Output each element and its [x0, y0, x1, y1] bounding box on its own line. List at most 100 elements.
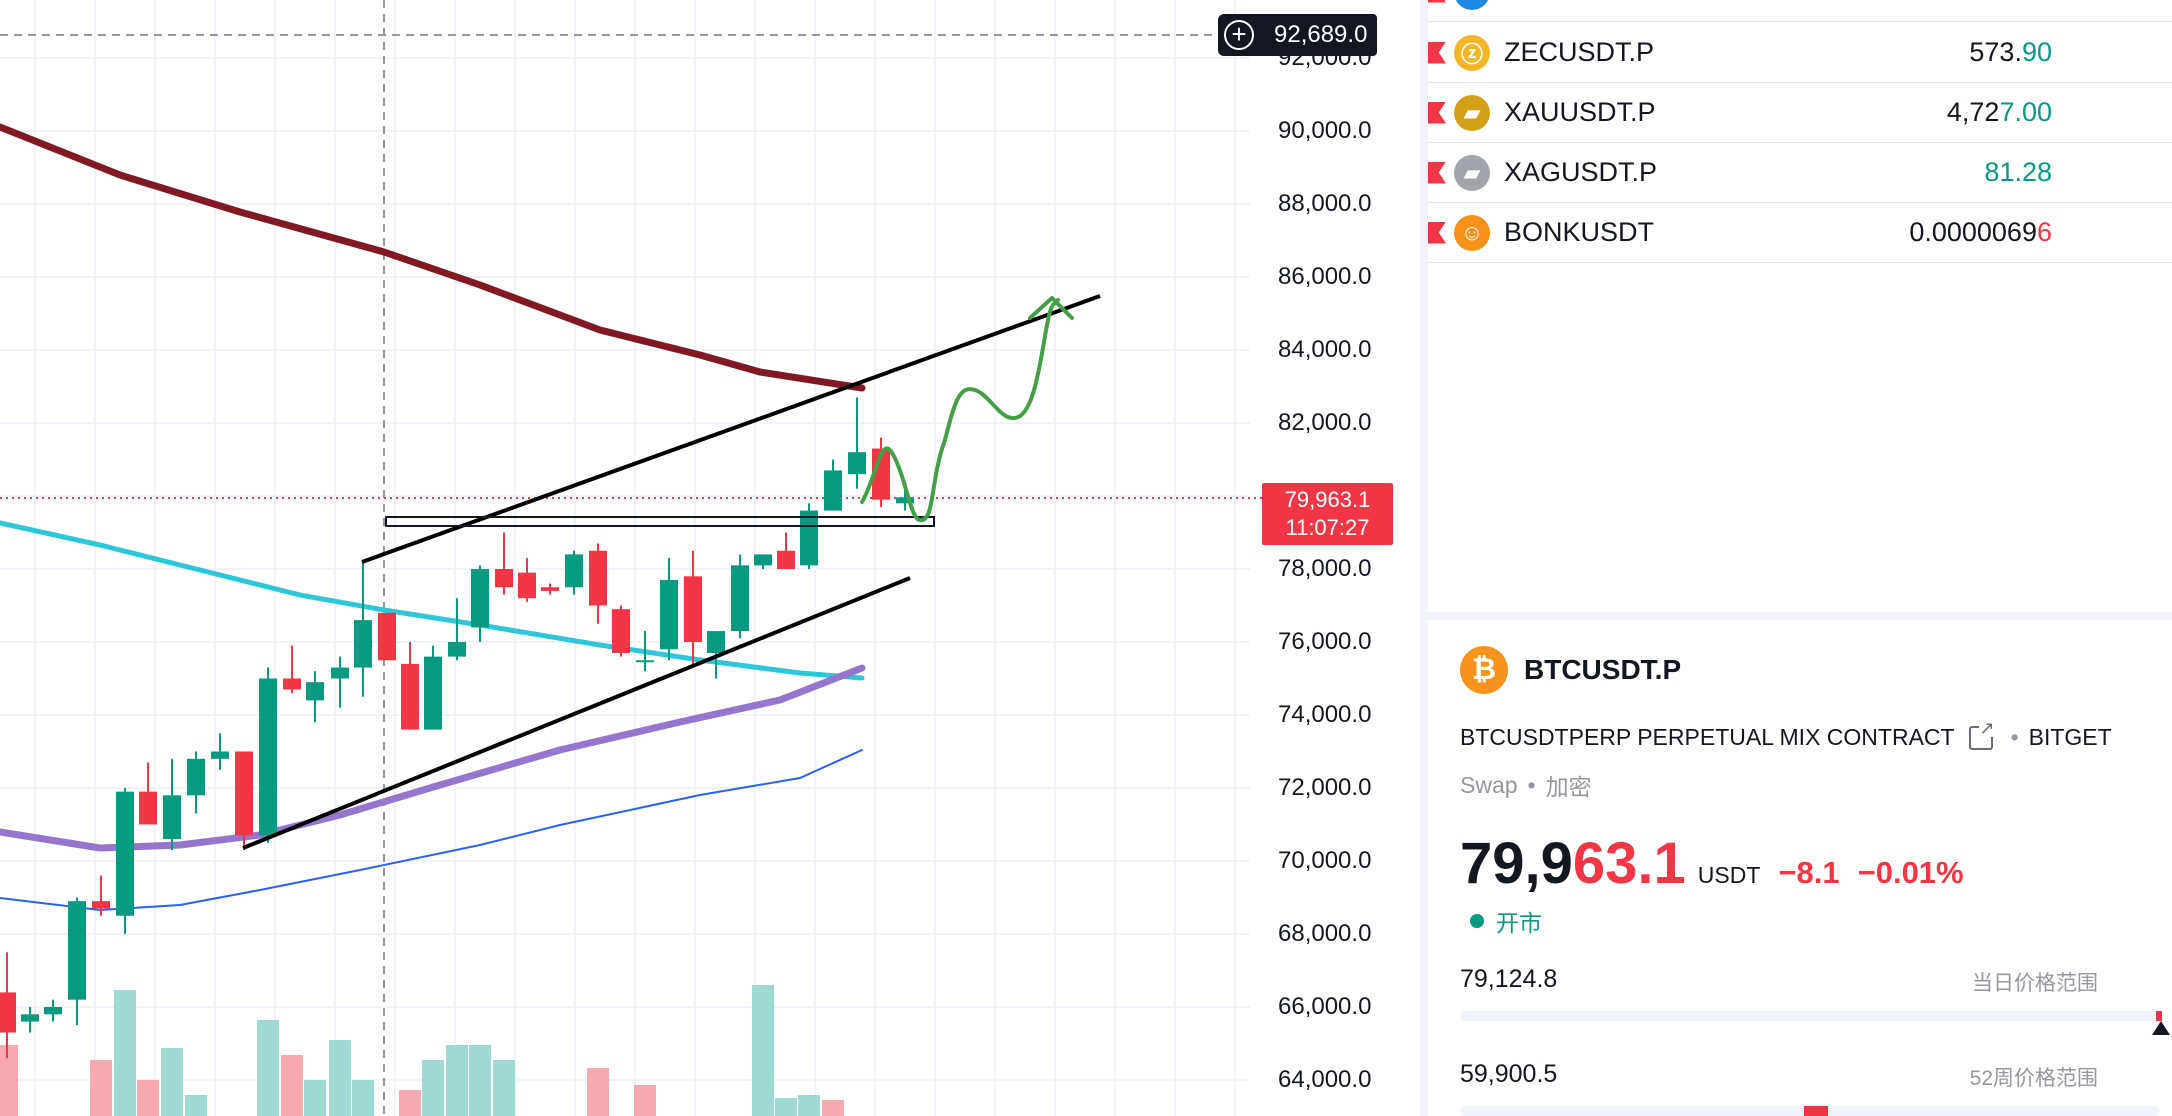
instrument-category: 加密 [1545, 774, 1592, 800]
watchlist-symbol: BONKUSDT [1504, 217, 1655, 247]
price-chart[interactable] [0, 0, 1420, 1116]
add-alert-button[interactable]: + [1218, 14, 1260, 56]
trend-drawings [242, 294, 1101, 850]
day-range-low: 79,124.8 [1460, 965, 1558, 993]
volume-bar [634, 1085, 656, 1116]
candle-up [800, 510, 818, 566]
volume-bar [822, 1100, 844, 1116]
flag-icon[interactable] [1428, 41, 1446, 64]
price-currency: USDT [1697, 862, 1761, 888]
watchlist-row[interactable]: ▰ XAGUSDT.P 81.28 [1428, 143, 2172, 203]
candle-up [306, 682, 324, 701]
candle-down [283, 678, 301, 690]
crosshair-price-tag[interactable]: + 92,689.0 [1218, 14, 1378, 56]
detail-subtype: Swap • 加密 [1460, 768, 1592, 802]
price-axis-label: 74,000.0 [1278, 701, 1372, 728]
last-price-tag: 79,963.1 11:07:27 [1262, 483, 1393, 545]
price-axis-label: 72,000.0 [1278, 774, 1372, 801]
ma-100-line [0, 520, 865, 681]
candle-up [848, 452, 866, 475]
market-status: 开市 [1470, 904, 1542, 938]
external-link-icon[interactable] [1968, 718, 1995, 750]
flag-icon[interactable] [1428, 221, 1446, 244]
candlesticks [0, 397, 914, 1059]
candle-up [259, 678, 277, 836]
price-tail: 63.1 [1572, 831, 1686, 896]
chart-pane[interactable]: 92,000.0 90,000.0 88,000.0 86,000.0 84,000.0… [0, 0, 1420, 1116]
plus-icon: + [1224, 20, 1254, 50]
price-main: 79,9 [1460, 831, 1573, 896]
candle-up [636, 660, 654, 663]
volume-bar [422, 1060, 444, 1116]
symbol-details: ₿ BTCUSDT.P BTCUSDTPERP PERPETUAL MIX CO… [1428, 620, 2172, 1116]
hand-drawn-projection [860, 298, 1060, 522]
detail-symbol[interactable]: BTCUSDT.P [1524, 654, 1682, 685]
candle-up [660, 579, 678, 650]
watchlist-symbol: XAUUSDT.P [1504, 97, 1656, 127]
candle-up [731, 565, 749, 632]
volume-bar [304, 1080, 326, 1116]
pane-divider[interactable] [1420, 0, 1428, 1116]
price-axis-label: 64,000.0 [1278, 1066, 1372, 1093]
candle-down [495, 569, 513, 588]
channel-lower-line [242, 576, 911, 850]
crosshair-price: 92,689.0 [1260, 14, 1378, 56]
contract-description: BTCUSDTPERP PERPETUAL MIX CONTRACT [1460, 724, 1955, 750]
last-price: 79,963.1 [1284, 487, 1371, 512]
channel-upper-line [361, 294, 1101, 564]
week52-range-label: 52周价格范围 [1969, 1067, 2098, 1090]
volume-bar [798, 1095, 820, 1116]
candle-down [684, 576, 702, 642]
price-axis-label: 86,000.0 [1278, 263, 1372, 290]
watchlist-row[interactable]: ▰ XAUUSDT.P 4,727.00 [1428, 83, 2172, 143]
bar-countdown: 11:07:27 [1285, 515, 1370, 540]
flag-icon[interactable] [1428, 101, 1446, 124]
exchange-name[interactable]: BITGET [2028, 724, 2112, 750]
candle-down [0, 992, 16, 1033]
zcash-icon: ⓩ [1454, 34, 1490, 71]
volume-bar [752, 985, 774, 1116]
candle-down [378, 612, 396, 661]
candle-up [354, 620, 372, 668]
week52-range-low: 59,900.5 [1460, 1060, 1558, 1088]
price-axis-label: 78,000.0 [1278, 555, 1372, 582]
price-axis-label: 70,000.0 [1278, 847, 1372, 874]
candle-down [92, 901, 110, 909]
panel-divider[interactable] [1428, 612, 2172, 620]
price-axis-label: 84,000.0 [1278, 336, 1372, 363]
volume-bar [281, 1055, 303, 1116]
flag-icon[interactable] [1428, 161, 1446, 184]
volume-bar [114, 990, 136, 1116]
moving-averages [0, 123, 866, 911]
watchlist-row[interactable]: ☺ BONKUSDT 0.00000696 [1428, 203, 2172, 263]
volume-bar [0, 1045, 18, 1116]
candle-up [754, 554, 772, 566]
candle-up [116, 791, 134, 916]
candle-up [331, 667, 349, 679]
volume-bar [399, 1090, 421, 1116]
day-range-marker [2156, 1011, 2162, 1021]
coin-icon [1454, 0, 1490, 10]
candle-down [777, 550, 795, 569]
price-axis-label: 88,000.0 [1278, 190, 1372, 217]
volume-bar [257, 1020, 279, 1116]
volume-bar [493, 1060, 515, 1116]
watchlist-price: 81.28 [1984, 157, 2052, 187]
watchlist-price: 573.90 [1969, 37, 2052, 67]
watchlist-row[interactable]: ⓩ ZECUSDT.P 573.90 [1428, 23, 2172, 83]
candle-down [235, 751, 253, 836]
price-axis-label: 76,000.0 [1278, 628, 1372, 655]
watchlist-row-partial[interactable] [1428, 0, 2172, 22]
candle-up [448, 642, 466, 657]
support-box [385, 516, 935, 527]
volume-bar [137, 1080, 159, 1116]
watchlist-symbol: ZECUSDT.P [1504, 37, 1655, 67]
hand-drawn-arrowhead [1028, 296, 1074, 320]
volume-bar [775, 1098, 797, 1116]
detail-description: BTCUSDTPERP PERPETUAL MIX CONTRACT • BIT… [1460, 718, 2112, 751]
candle-down [541, 587, 559, 591]
watchlist-price: 4,727.00 [1946, 97, 2052, 127]
candle-down [612, 609, 630, 653]
bitcoin-icon: ₿ [1460, 646, 1508, 694]
flag-icon[interactable] [1428, 0, 1446, 3]
